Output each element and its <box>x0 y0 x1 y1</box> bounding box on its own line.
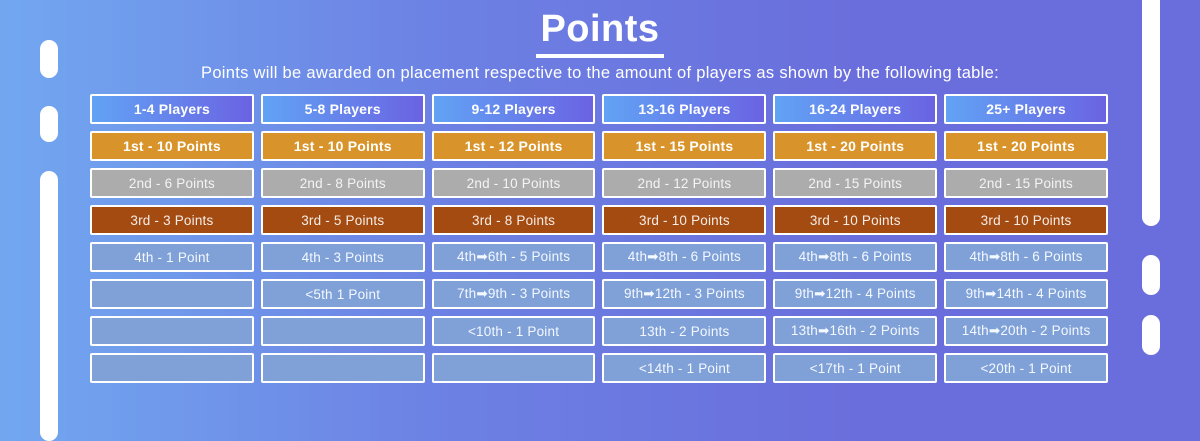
points-cell: 7th➡9th - 3 Points <box>431 279 596 309</box>
points-cell: <10th - 1 Point <box>431 316 596 346</box>
points-cell: <20th - 1 Point <box>944 353 1108 383</box>
page-subtitle: Points will be awarded on placement resp… <box>201 64 999 82</box>
column-header-cell: 1-4 Players <box>90 94 254 124</box>
left-binding-pill-1 <box>40 40 58 78</box>
points-cell: 4th➡8th - 6 Points <box>944 242 1108 272</box>
points-cell: 4th - 1 Point <box>90 242 254 272</box>
points-cell: 3rd - 3 Points <box>90 205 254 235</box>
empty-cell <box>90 279 254 309</box>
points-cell: 4th➡8th - 6 Points <box>773 242 938 272</box>
points-cell: 4th➡8th - 6 Points <box>602 242 767 272</box>
left-binding-pill-3 <box>40 171 58 441</box>
empty-cell <box>260 353 425 383</box>
points-cell: 9th➡12th - 4 Points <box>773 279 938 309</box>
points-cell: 2nd - 12 Points <box>602 168 767 198</box>
points-cell: 3rd - 10 Points <box>944 205 1108 235</box>
points-table: 1-4 Players 5-8 Players 9-12 Players 13-16 … <box>90 94 1108 383</box>
points-cell: 2nd - 10 Points <box>431 168 596 198</box>
points-cell: 2nd - 8 Points <box>260 168 425 198</box>
points-cell: 3rd - 10 Points <box>602 205 767 235</box>
points-cell: 2nd - 15 Points <box>773 168 938 198</box>
column-header-cell: 25+ Players <box>944 94 1108 124</box>
points-cell: 1st - 10 Points <box>260 131 425 161</box>
page-title-wrap: Points <box>0 8 1200 58</box>
points-cell: <14th - 1 Point <box>602 353 767 383</box>
column-header-cell: 9-12 Players <box>431 94 596 124</box>
points-cell: 2nd - 15 Points <box>944 168 1108 198</box>
column-header-cell: 5-8 Players <box>260 94 425 124</box>
points-cell: 1st - 20 Points <box>944 131 1108 161</box>
column-header-cell: 16-24 Players <box>773 94 938 124</box>
empty-cell <box>260 316 425 346</box>
points-cell: 1st - 10 Points <box>90 131 254 161</box>
empty-cell <box>90 353 254 383</box>
points-cell: 3rd - 10 Points <box>773 205 938 235</box>
points-cell: 1st - 15 Points <box>602 131 767 161</box>
points-cell: 1st - 20 Points <box>773 131 938 161</box>
points-cell: 4th - 3 Points <box>260 242 425 272</box>
column-header-cell: 13-16 Players <box>602 94 767 124</box>
page-title: Points <box>536 8 664 58</box>
points-cell: 1st - 12 Points <box>431 131 596 161</box>
empty-cell <box>90 316 254 346</box>
points-cell: 2nd - 6 Points <box>90 168 254 198</box>
right-binding-pill-3 <box>1142 315 1160 355</box>
points-cell: 4th➡6th - 5 Points <box>431 242 596 272</box>
points-cell: 13th - 2 Points <box>602 316 767 346</box>
points-cell: 9th➡14th - 4 Points <box>944 279 1108 309</box>
points-cell: <5th 1 Point <box>260 279 425 309</box>
points-cell: 13th➡16th - 2 Points <box>773 316 938 346</box>
points-cell: 14th➡20th - 2 Points <box>944 316 1108 346</box>
left-binding-pill-2 <box>40 106 58 142</box>
points-cell: <17th - 1 Point <box>773 353 938 383</box>
right-binding-pill-1 <box>1142 0 1160 226</box>
right-binding-pill-2 <box>1142 255 1160 295</box>
points-cell: 9th➡12th - 3 Points <box>602 279 767 309</box>
points-cell: 3rd - 8 Points <box>431 205 596 235</box>
points-cell: 3rd - 5 Points <box>260 205 425 235</box>
empty-cell <box>431 353 596 383</box>
